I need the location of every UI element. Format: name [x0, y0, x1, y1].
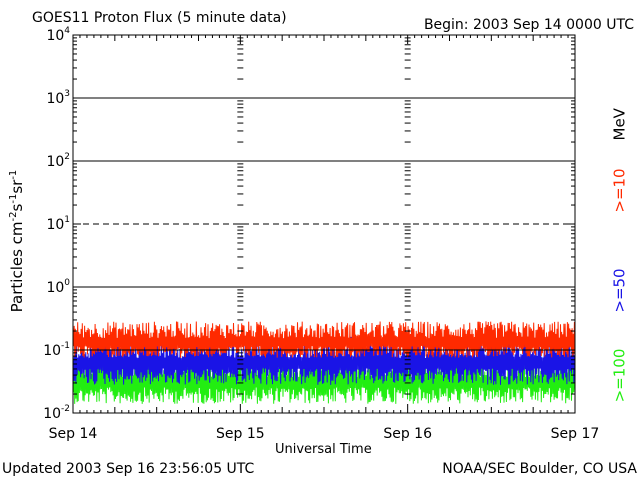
y-tick-label: 102 [46, 152, 70, 170]
y-axis-label: Particles cm-2s-1sr-1 [8, 169, 26, 313]
y-tick-label: 100 [46, 278, 70, 296]
x-axis-label: Universal Time [275, 442, 372, 457]
legend-item-10mev: >=10 [610, 168, 629, 213]
x-tick-label: Sep 14 [49, 426, 98, 442]
x-tick-label: Sep 16 [383, 426, 432, 442]
begin-time: Begin: 2003 Sep 14 0000 UTC [423, 17, 634, 33]
y-tick-label: 101 [46, 215, 70, 233]
x-tick-label: Sep 15 [216, 426, 265, 442]
updated-timestamp: Updated 2003 Sep 16 23:56:05 UTC [2, 461, 255, 477]
credit-text: NOAA/SEC Boulder, CO USA [442, 461, 637, 477]
y-tick-label: 103 [46, 89, 70, 107]
chart-title: GOES11 Proton Flux (5 minute data) [32, 10, 287, 26]
legend-unit: MeV [610, 108, 629, 141]
legend-item-100mev: >=100 [610, 348, 629, 403]
y-tick-label: 10-1 [43, 341, 70, 359]
y-tick-label: 104 [46, 26, 70, 44]
y-tick-label: 10-2 [43, 404, 70, 422]
series-line-1 [72, 321, 576, 358]
x-tick-label: Sep 17 [551, 426, 600, 442]
legend-item-50mev: >=50 [610, 268, 629, 313]
